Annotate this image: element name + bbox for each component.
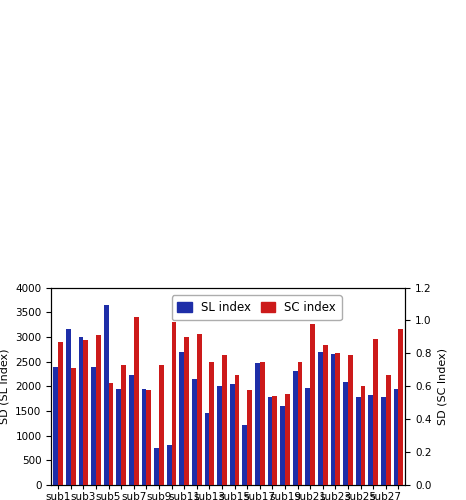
Bar <box>134 317 138 485</box>
Bar <box>109 383 113 485</box>
Bar <box>205 414 209 485</box>
Bar <box>230 384 235 485</box>
Bar <box>184 337 189 485</box>
Bar <box>71 368 75 485</box>
Bar <box>343 382 348 485</box>
Bar <box>146 390 151 485</box>
Bar <box>91 366 96 485</box>
Bar <box>255 363 260 485</box>
Y-axis label: SD (SL Index): SD (SL Index) <box>0 348 10 424</box>
Bar <box>318 352 323 485</box>
Bar <box>386 374 391 485</box>
Bar <box>197 334 202 485</box>
Bar <box>209 362 214 485</box>
Bar <box>235 374 240 485</box>
Bar <box>381 397 386 485</box>
Bar <box>267 397 273 485</box>
Bar <box>159 365 164 485</box>
Bar <box>298 362 302 485</box>
Bar <box>293 372 298 485</box>
Bar <box>54 366 58 485</box>
Bar <box>285 394 290 485</box>
Bar <box>66 330 71 485</box>
Bar <box>398 328 403 485</box>
Bar <box>121 365 126 485</box>
Bar <box>323 345 328 485</box>
Bar <box>331 354 336 485</box>
Bar <box>306 388 310 485</box>
Bar <box>280 406 285 485</box>
Bar <box>116 388 121 485</box>
Bar <box>179 352 184 485</box>
Y-axis label: SD (SC Index): SD (SC Index) <box>437 348 447 425</box>
Bar <box>336 354 340 485</box>
Legend: SL index, SC index: SL index, SC index <box>171 296 342 320</box>
Bar <box>348 355 353 485</box>
Bar <box>96 335 101 485</box>
Bar <box>222 355 227 485</box>
Bar <box>273 396 277 485</box>
Bar <box>171 322 177 485</box>
Bar <box>142 388 146 485</box>
Bar <box>79 337 83 485</box>
Bar <box>356 397 361 485</box>
Bar <box>369 394 373 485</box>
Bar <box>129 375 134 485</box>
Bar <box>58 342 63 485</box>
Bar <box>192 379 197 485</box>
Bar <box>217 386 222 485</box>
Bar <box>361 386 365 485</box>
Bar <box>247 390 252 485</box>
Bar <box>394 388 398 485</box>
Bar <box>260 362 265 485</box>
Bar <box>310 324 315 485</box>
Bar <box>104 305 109 485</box>
Bar <box>373 338 378 485</box>
Bar <box>167 444 171 485</box>
Bar <box>242 425 247 485</box>
Bar <box>154 448 159 485</box>
Bar <box>83 340 88 485</box>
